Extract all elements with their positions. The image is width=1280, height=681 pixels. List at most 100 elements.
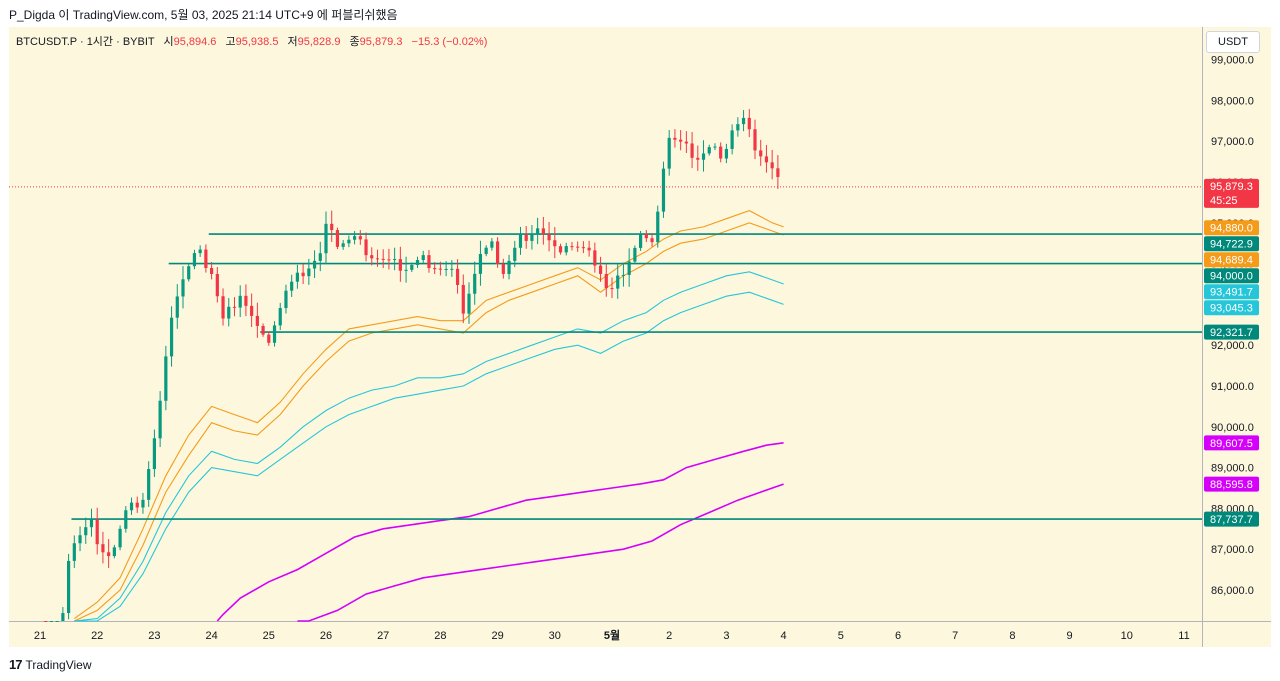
- candle-body: [72, 543, 76, 561]
- series-price-tag[interactable]: [1204, 300, 1259, 316]
- candle-body: [318, 253, 322, 261]
- series-price-tag[interactable]: [1204, 220, 1259, 236]
- candle-body: [633, 247, 637, 262]
- candle-body: [421, 255, 425, 261]
- candle-body: [101, 544, 105, 553]
- series-price-tag[interactable]: [1204, 435, 1259, 451]
- series-price-tag-label: 93,045.3: [1210, 303, 1253, 315]
- candle-body: [301, 272, 305, 277]
- candle-body: [450, 268, 454, 270]
- last-price-tag[interactable]: [1204, 178, 1259, 208]
- candle-body: [593, 250, 597, 266]
- level-price-tag-label: 94,722.9: [1210, 239, 1253, 251]
- candle-body: [221, 296, 225, 319]
- x-tick-label: 23: [148, 630, 160, 642]
- candle-body: [736, 124, 740, 131]
- x-tick-label: 4: [781, 630, 787, 642]
- candle-body: [741, 117, 746, 125]
- candle-body: [335, 230, 340, 247]
- candle-body: [473, 273, 477, 294]
- x-tick-label: 6: [895, 630, 901, 642]
- candle-body: [627, 261, 631, 275]
- candle-body: [530, 234, 534, 241]
- x-tick-label: 5: [838, 630, 844, 642]
- series-price-tag-label: 94,880.0: [1210, 223, 1253, 235]
- candle-body: [604, 273, 608, 289]
- y-tick-label: 99,000.0: [1211, 55, 1254, 67]
- series-price-tag[interactable]: [1204, 252, 1259, 268]
- candle-body: [187, 266, 191, 280]
- candle-body: [272, 325, 277, 343]
- low-label: 저: [287, 36, 298, 48]
- low-value: 95,828.9: [297, 36, 341, 48]
- symbol-info[interactable]: BTCUSDT.P · 1시간 · BYBIT: [16, 36, 155, 48]
- candle-body: [598, 265, 603, 274]
- candle-body: [267, 334, 271, 343]
- candle-body: [381, 258, 385, 260]
- candle-body: [719, 146, 723, 159]
- candle-body: [198, 249, 202, 254]
- candle-body: [227, 306, 231, 319]
- close-label: 종: [349, 36, 360, 48]
- x-tick-label: 21: [34, 630, 46, 642]
- candle-body: [358, 236, 362, 240]
- level-price-tag[interactable]: [1204, 324, 1259, 340]
- candle-body: [656, 211, 660, 243]
- series-price-tag-label: 88,595.8: [1210, 479, 1253, 491]
- candle-body: [404, 269, 408, 271]
- x-tick-label: 27: [377, 630, 389, 642]
- candle-body: [284, 290, 288, 309]
- series-price-tag[interactable]: [1204, 284, 1259, 300]
- candle-body: [776, 168, 780, 177]
- level-price-tag[interactable]: [1204, 511, 1259, 527]
- tradingview-logo[interactable]: 17 TradingView: [9, 657, 92, 672]
- candle-body: [393, 259, 397, 261]
- y-tick-label: 97,000.0: [1211, 136, 1254, 148]
- candle-body: [444, 268, 448, 270]
- candle-body: [147, 469, 151, 500]
- high-label: 고: [225, 36, 236, 48]
- x-tick-label: 11: [1178, 630, 1189, 642]
- candle-body: [141, 499, 145, 508]
- candle-body: [49, 621, 54, 622]
- candle-body: [118, 528, 122, 548]
- open-label: 시: [163, 36, 174, 48]
- candle-body: [553, 240, 557, 247]
- x-tick-label: 25: [263, 630, 275, 642]
- candle-body: [95, 519, 99, 545]
- candle-body: [696, 157, 700, 160]
- currency-button[interactable]: USDT: [1206, 31, 1260, 53]
- candle-body: [581, 247, 585, 249]
- candle-body: [250, 305, 254, 316]
- candle-body: [61, 613, 65, 621]
- candle-body: [129, 502, 134, 511]
- candle-body: [661, 168, 666, 212]
- candle-body: [169, 317, 174, 357]
- publish-caption: P_Digda 이 TradingView.com, 5월 03, 2025 2…: [9, 8, 398, 22]
- price-axis-background: [1203, 27, 1271, 621]
- candle-body: [375, 258, 380, 260]
- candle-body: [759, 150, 763, 157]
- candle-body: [307, 268, 311, 277]
- x-tick-label: 30: [549, 630, 561, 642]
- bar-countdown: 45:25: [1210, 195, 1238, 207]
- candle-body: [181, 279, 185, 297]
- indicator-line-3: [74, 271, 784, 622]
- level-price-tag[interactable]: [1204, 268, 1259, 284]
- last-price-label: 95,879.3: [1210, 181, 1253, 193]
- candle-body: [576, 246, 580, 248]
- candle-body: [513, 247, 517, 261]
- candle-body: [152, 438, 156, 470]
- symbol-legend: BTCUSDT.P · 1시간 · BYBIT 시95,894.6 고95,93…: [16, 33, 487, 49]
- high-value: 95,938.5: [235, 36, 279, 48]
- x-tick-label: 2: [666, 630, 672, 642]
- candle-body: [370, 255, 374, 259]
- candle-body: [330, 223, 334, 231]
- candle-body: [175, 296, 179, 318]
- candle-body: [341, 243, 345, 247]
- series-price-tag[interactable]: [1204, 476, 1259, 492]
- candle-body: [518, 234, 523, 248]
- x-tick-label: 7: [952, 630, 958, 642]
- level-price-tag[interactable]: [1204, 236, 1259, 252]
